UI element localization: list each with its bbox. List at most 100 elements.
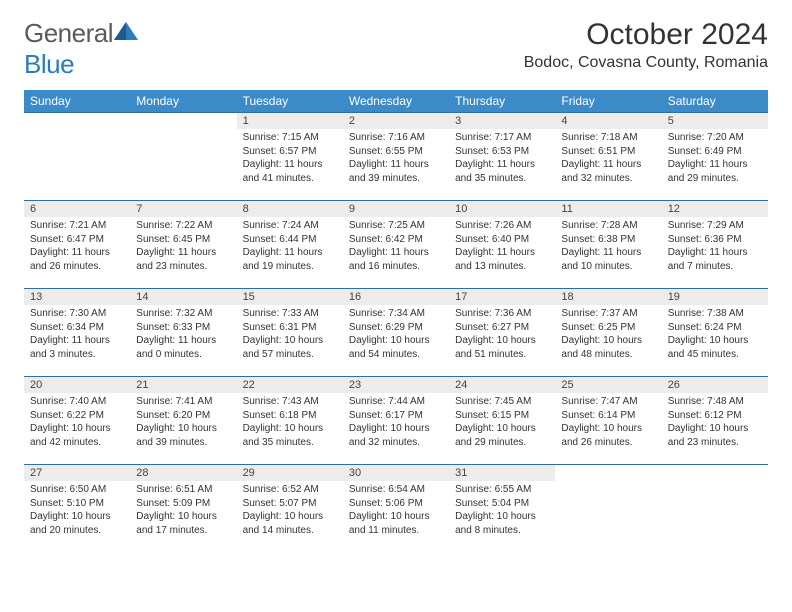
sunrise-text: Sunrise: 7:29 AM [668,219,762,233]
daylight-text: Daylight: 11 hours and 16 minutes. [349,246,443,273]
day-number: 1 [237,113,343,129]
daylight-text: Daylight: 10 hours and 14 minutes. [243,510,337,537]
calendar-day-cell: 12Sunrise: 7:29 AMSunset: 6:36 PMDayligh… [662,201,768,289]
sunrise-text: Sunrise: 7:44 AM [349,395,443,409]
sunset-text: Sunset: 6:51 PM [561,145,655,159]
calendar-day-cell: 14Sunrise: 7:32 AMSunset: 6:33 PMDayligh… [130,289,236,377]
day-details: Sunrise: 7:48 AMSunset: 6:12 PMDaylight:… [662,393,768,453]
day-details: Sunrise: 6:50 AMSunset: 5:10 PMDaylight:… [24,481,130,541]
calendar-day-cell: 16Sunrise: 7:34 AMSunset: 6:29 PMDayligh… [343,289,449,377]
daylight-text: Daylight: 11 hours and 19 minutes. [243,246,337,273]
sunrise-text: Sunrise: 6:54 AM [349,483,443,497]
calendar-day-cell: 11 Sunrise: 7:28 AMSunset: 6:38 PMDayligh… [555,201,661,289]
daylight-text: Daylight: 11 hours and 32 minutes. [561,158,655,185]
sunrise-text: Sunrise: 6:50 AM [30,483,124,497]
day-number: 11 [555,201,661,217]
sunrise-text: Sunrise: 7:17 AM [455,131,549,145]
calendar-day-cell: 13Sunrise: 7:30 AMSunset: 6:34 PMDayligh… [24,289,130,377]
day-number: 30 [343,465,449,481]
sunrise-text: Sunrise: 7:28 AM [561,219,655,233]
day-details: Sunrise: 7:43 AMSunset: 6:18 PMDaylight:… [237,393,343,453]
calendar-day-cell: 19Sunrise: 7:38 AMSunset: 6:24 PMDayligh… [662,289,768,377]
daylight-text: Daylight: 11 hours and 39 minutes. [349,158,443,185]
day-details: Sunrise: 7:16 AMSunset: 6:55 PMDaylight:… [343,129,449,189]
sunset-text: Sunset: 6:38 PM [561,233,655,247]
sunrise-text: Sunrise: 7:26 AM [455,219,549,233]
sunrise-text: Sunrise: 7:36 AM [455,307,549,321]
daylight-text: Daylight: 10 hours and 45 minutes. [668,334,762,361]
day-number: 25 [555,377,661,393]
calendar-week-row: 6Sunrise: 7:21 AMSunset: 6:47 PMDaylight… [24,201,768,289]
weekday-header: Saturday [662,90,768,113]
daylight-text: Daylight: 10 hours and 51 minutes. [455,334,549,361]
day-details: Sunrise: 7:37 AMSunset: 6:25 PMDaylight:… [555,305,661,365]
calendar-empty-cell: . [130,113,236,201]
day-number: 15 [237,289,343,305]
daylight-text: Daylight: 11 hours and 23 minutes. [136,246,230,273]
sunset-text: Sunset: 6:27 PM [455,321,549,335]
calendar-day-cell: 4Sunrise: 7:18 AMSunset: 6:51 PMDaylight… [555,113,661,201]
calendar-day-cell: 25Sunrise: 7:47 AMSunset: 6:14 PMDayligh… [555,377,661,465]
calendar-week-row: 27Sunrise: 6:50 AMSunset: 5:10 PMDayligh… [24,465,768,553]
day-details: Sunrise: 7:24 AMSunset: 6:44 PMDaylight:… [237,217,343,277]
sunrise-text: Sunrise: 7:41 AM [136,395,230,409]
sunrise-text: Sunrise: 7:47 AM [561,395,655,409]
sunset-text: Sunset: 6:49 PM [668,145,762,159]
day-number: 28 [130,465,236,481]
daylight-text: Daylight: 11 hours and 10 minutes. [561,246,655,273]
sunrise-text: Sunrise: 6:52 AM [243,483,337,497]
weekday-header: Tuesday [237,90,343,113]
calendar-day-cell: 28Sunrise: 6:51 AMSunset: 5:09 PMDayligh… [130,465,236,553]
calendar-day-cell: 27Sunrise: 6:50 AMSunset: 5:10 PMDayligh… [24,465,130,553]
page-title: October 2024 [524,18,768,52]
day-number: 4 [555,113,661,129]
calendar-day-cell: 20Sunrise: 7:40 AMSunset: 6:22 PMDayligh… [24,377,130,465]
sunset-text: Sunset: 6:33 PM [136,321,230,335]
day-number: 6 [24,201,130,217]
daylight-text: Daylight: 10 hours and 17 minutes. [136,510,230,537]
weekday-header: Thursday [449,90,555,113]
calendar-day-cell: 3Sunrise: 7:17 AMSunset: 6:53 PMDaylight… [449,113,555,201]
day-details: Sunrise: 7:38 AMSunset: 6:24 PMDaylight:… [662,305,768,365]
day-details: Sunrise: 7:25 AMSunset: 6:42 PMDaylight:… [343,217,449,277]
sunset-text: Sunset: 6:17 PM [349,409,443,423]
day-number: 22 [237,377,343,393]
sunrise-text: Sunrise: 6:51 AM [136,483,230,497]
sunrise-text: Sunrise: 7:40 AM [30,395,124,409]
sunrise-text: Sunrise: 7:45 AM [455,395,549,409]
day-number: 14 [130,289,236,305]
day-number: 10 [449,201,555,217]
calendar-day-cell: 31Sunrise: 6:55 AMSunset: 5:04 PMDayligh… [449,465,555,553]
day-details: Sunrise: 6:55 AMSunset: 5:04 PMDaylight:… [449,481,555,541]
calendar-day-cell: 9Sunrise: 7:25 AMSunset: 6:42 PMDaylight… [343,201,449,289]
calendar-week-row: ..1Sunrise: 7:15 AMSunset: 6:57 PMDaylig… [24,113,768,201]
calendar-day-cell: 18Sunrise: 7:37 AMSunset: 6:25 PMDayligh… [555,289,661,377]
sunrise-text: Sunrise: 7:20 AM [668,131,762,145]
sunrise-text: Sunrise: 7:16 AM [349,131,443,145]
calendar-empty-cell: . [555,465,661,553]
weekday-header: Sunday [24,90,130,113]
day-details: Sunrise: 7:18 AMSunset: 6:51 PMDaylight:… [555,129,661,189]
day-details: Sunrise: 7:26 AMSunset: 6:40 PMDaylight:… [449,217,555,277]
day-details: Sunrise: 7:15 AMSunset: 6:57 PMDaylight:… [237,129,343,189]
sunrise-text: Sunrise: 7:34 AM [349,307,443,321]
day-details: Sunrise: 7:34 AMSunset: 6:29 PMDaylight:… [343,305,449,365]
sunrise-text: Sunrise: 7:30 AM [30,307,124,321]
brand-triangle-icon [113,20,139,42]
sunset-text: Sunset: 6:20 PM [136,409,230,423]
day-details: Sunrise: 7:22 AMSunset: 6:45 PMDaylight:… [130,217,236,277]
day-details: Sunrise: 7:20 AMSunset: 6:49 PMDaylight:… [662,129,768,189]
sunset-text: Sunset: 6:12 PM [668,409,762,423]
day-details: Sunrise: 7:40 AMSunset: 6:22 PMDaylight:… [24,393,130,453]
day-number: 29 [237,465,343,481]
day-number: 26 [662,377,768,393]
sunrise-text: Sunrise: 7:43 AM [243,395,337,409]
daylight-text: Daylight: 10 hours and 48 minutes. [561,334,655,361]
calendar-day-cell: 7Sunrise: 7:22 AMSunset: 6:45 PMDaylight… [130,201,236,289]
sunset-text: Sunset: 6:47 PM [30,233,124,247]
day-number: 7 [130,201,236,217]
calendar-day-cell: 23Sunrise: 7:44 AMSunset: 6:17 PMDayligh… [343,377,449,465]
sunrise-text: Sunrise: 7:38 AM [668,307,762,321]
weekday-header: Wednesday [343,90,449,113]
day-number: 9 [343,201,449,217]
